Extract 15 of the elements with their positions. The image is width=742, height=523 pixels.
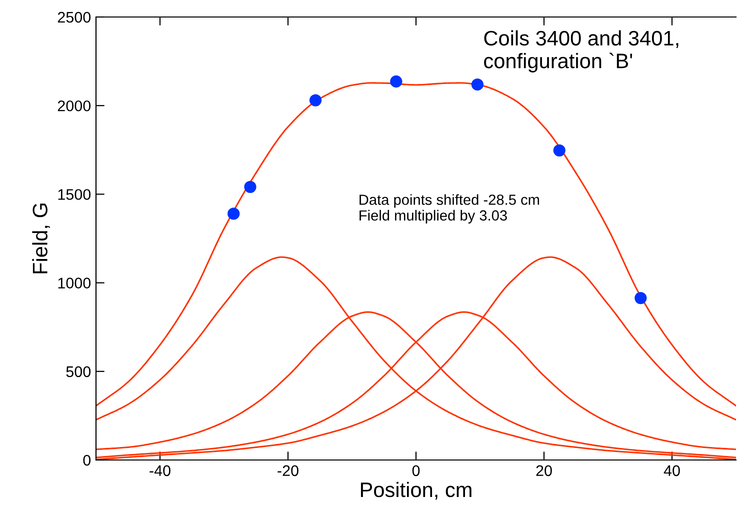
y-tick-label: 0 [83,454,91,466]
y-tick-label: 2500 [58,12,91,23]
x-tick-label: 40 [664,465,680,476]
annotation: Coils 3400 and 3401, configuration `B' [484,30,678,72]
annotation: Data points shifted -28.5 cm Field multiplied by 3.03 [360,194,540,224]
x-tick-label: 20 [536,465,552,476]
x-tick-label: -40 [150,465,170,476]
y-tick-label: 1000 [58,278,91,288]
y-tick-label: 500 [66,366,91,378]
x-tick-label: 0 [412,465,420,476]
y-tick-label: 2000 [58,100,91,112]
y-axis-title: Field, G [32,204,50,274]
x-tick-label: -20 [278,465,298,476]
x-axis-title: Position, cm [360,482,472,500]
y-tick-label: 1500 [58,189,91,200]
